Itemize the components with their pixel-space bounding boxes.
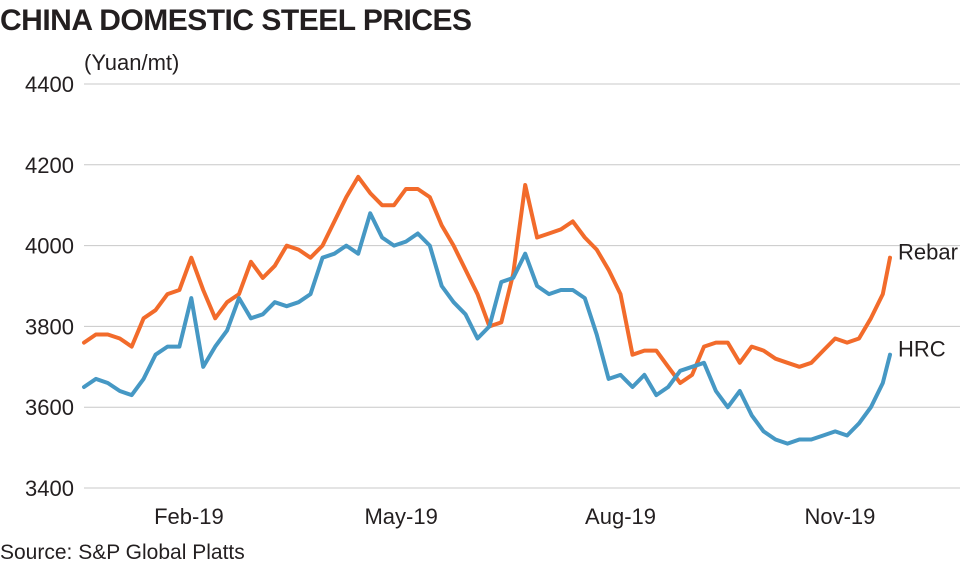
x-tick-label: Nov-19 [804,504,875,529]
y-tick-label: 4200 [25,153,74,178]
x-axis-ticks: Feb-19 May-19 Aug-19 Nov-19 [154,504,875,529]
series-line-rebar [82,174,892,385]
series-line-hrc [82,211,892,446]
x-tick-label: May-19 [364,504,437,529]
source-note: Source: S&P Global Platts [0,541,245,564]
chart-title: CHINA DOMESTIC STEEL PRICES [0,4,472,37]
y-tick-label: 4400 [25,72,74,97]
series-label-rebar: Rebar [898,240,958,265]
x-tick-label: Aug-19 [585,504,656,529]
series-lines [82,174,892,446]
y-tick-label: 3800 [25,314,74,339]
y-axis-unit-label: (Yuan/mt) [84,50,179,75]
grid-lines [84,83,960,489]
y-tick-label: 4000 [25,234,74,259]
x-tick-label: Feb-19 [154,504,224,529]
y-axis-ticks: 3400 3600 3800 4000 4200 4400 [25,72,74,501]
series-label-hrc: HRC [898,337,946,362]
y-tick-label: 3400 [25,476,74,501]
series-labels: Rebar HRC [898,240,958,362]
y-tick-label: 3600 [25,395,74,420]
